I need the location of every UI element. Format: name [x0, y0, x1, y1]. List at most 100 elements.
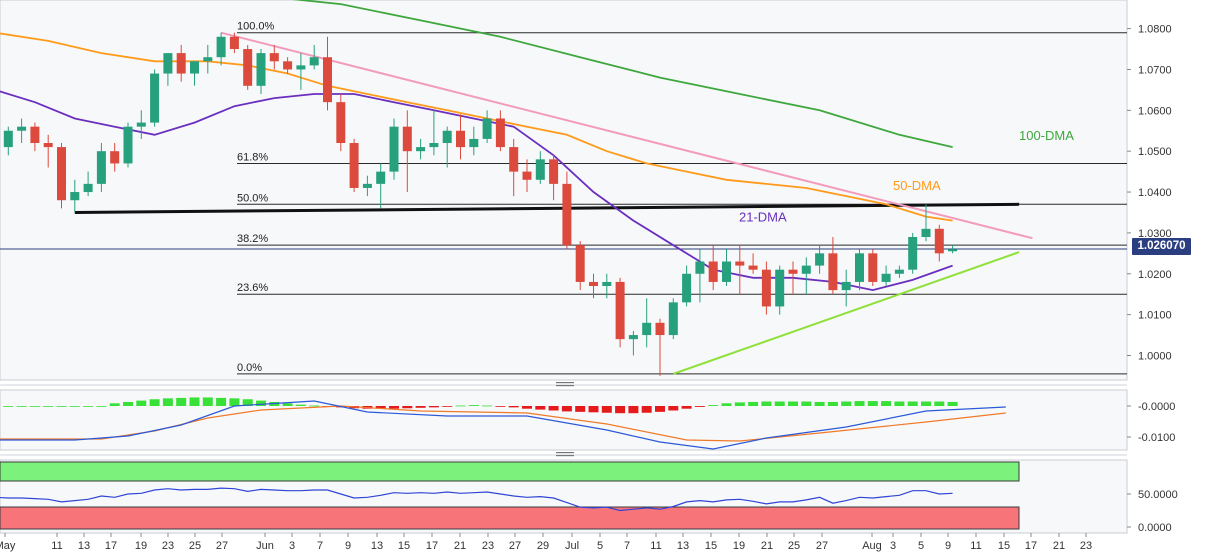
macd-histogram-bar [774, 401, 785, 406]
x-tick-label: 21 [454, 540, 466, 552]
candle-body [362, 183, 372, 188]
x-tick-label: 9 [345, 540, 351, 552]
macd-histogram-bar [548, 406, 559, 411]
candle-body [722, 261, 731, 282]
macd-histogram-bar [389, 406, 399, 409]
candle-body [589, 281, 598, 287]
candle-body [761, 269, 771, 307]
candle-body [881, 273, 891, 282]
x-tick-label: 15 [998, 540, 1010, 552]
annotation-50dma: 50-DMA [893, 178, 941, 193]
x-tick-label: 17 [105, 540, 117, 552]
rsi-line [0, 487, 953, 512]
candle-body [3, 130, 13, 148]
macd-histogram-bar [176, 397, 187, 406]
macd-histogram-bar [814, 401, 825, 406]
macd-histogram-bar [202, 397, 213, 406]
candle-body [389, 126, 399, 172]
macd-histogram-bar [801, 401, 812, 406]
candle-body [735, 261, 745, 266]
candle-body [256, 53, 266, 86]
x-tick-label: 9 [945, 540, 951, 552]
candle-body [628, 335, 638, 340]
macd-histogram-bar [242, 399, 253, 406]
fib-level-label: 100.0% [237, 21, 275, 33]
y-tick-label: 1.0600 [1138, 105, 1172, 117]
candle-body [229, 36, 239, 50]
candle-body [269, 53, 279, 62]
x-tick-label: 3 [289, 540, 295, 552]
candle-body [43, 143, 53, 148]
macd-histogram-bar [522, 406, 532, 409]
candle-body [163, 53, 173, 74]
macd-histogram-bar [601, 406, 612, 413]
macd-histogram-bar [162, 398, 173, 406]
macd-histogram-bar [708, 405, 719, 406]
candle-body [495, 118, 505, 148]
x-tick-label: 19 [135, 540, 147, 552]
candle-body [655, 322, 665, 336]
macd-histogram-bar [56, 406, 67, 407]
macd-histogram-bar [894, 401, 905, 406]
candle-body [216, 36, 226, 58]
macd-histogram-bar [43, 406, 54, 407]
y-tick-label: 1.0300 [1138, 228, 1172, 240]
rsi-tick-label: 50.0000 [1138, 489, 1178, 501]
macd-histogram-bar [535, 406, 546, 410]
separator-handle [556, 452, 574, 454]
macd-histogram-bar [681, 406, 692, 409]
fib-level-label: 61.8% [237, 151, 268, 163]
x-tick-label: 19 [733, 540, 745, 552]
candle-body [96, 151, 106, 184]
candle-body [921, 228, 931, 237]
candle-body [934, 228, 944, 254]
x-tick-label: 11 [51, 540, 62, 552]
macd-histogram-bar [428, 406, 439, 408]
rsi-oversold-zone [0, 506, 1020, 530]
macd-histogram-bar [694, 406, 705, 407]
candle-body [456, 130, 465, 148]
fib-level-label: 50.0% [237, 192, 268, 204]
macd-histogram-bar [588, 406, 599, 413]
macd-histogram-bar [29, 406, 40, 407]
macd-histogram-bar [947, 401, 958, 406]
candle-body [562, 183, 572, 246]
candle-body [602, 281, 612, 287]
y-tick-label: 1.0200 [1138, 269, 1172, 281]
separator-handle [556, 385, 574, 387]
macd-histogram-bar [655, 406, 665, 412]
candle-body [509, 147, 519, 172]
macd-histogram-bar [96, 406, 107, 407]
candle-body [948, 249, 958, 252]
candle-body [894, 269, 904, 274]
x-tick-label: 11 [970, 540, 981, 552]
x-tick-label: 11 [650, 540, 661, 552]
macd-histogram-bar [295, 404, 306, 406]
macd-histogram-bar [229, 398, 240, 406]
candle-body [695, 261, 705, 274]
falling-trendline [220, 31, 1033, 240]
x-tick-label: Jun [256, 540, 274, 552]
candle-body [176, 53, 186, 74]
candle-body [469, 138, 479, 148]
x-tick-label: 23 [1080, 540, 1092, 552]
macd-histogram-bar [69, 406, 80, 407]
macd-histogram-bar [921, 401, 931, 406]
macd-line [0, 400, 1006, 450]
rising-support-line [672, 251, 1020, 375]
candle-body [535, 159, 545, 180]
macd-tick-label: -0.0000 [1138, 401, 1175, 413]
x-tick-label: May [0, 540, 16, 552]
fib-level-label: 38.2% [237, 233, 268, 245]
macd-histogram-bar [455, 405, 466, 407]
x-tick-label: 27 [509, 540, 521, 552]
candle-body [748, 265, 758, 270]
candle-body [17, 126, 27, 131]
x-tick-label: 27 [216, 540, 228, 552]
macd-histogram-bar [442, 406, 453, 407]
x-tick-label: 23 [162, 540, 174, 552]
macd-histogram-bar [854, 401, 865, 406]
y-tick-label: 1.0700 [1138, 64, 1172, 76]
macd-histogram-bar [561, 406, 572, 412]
